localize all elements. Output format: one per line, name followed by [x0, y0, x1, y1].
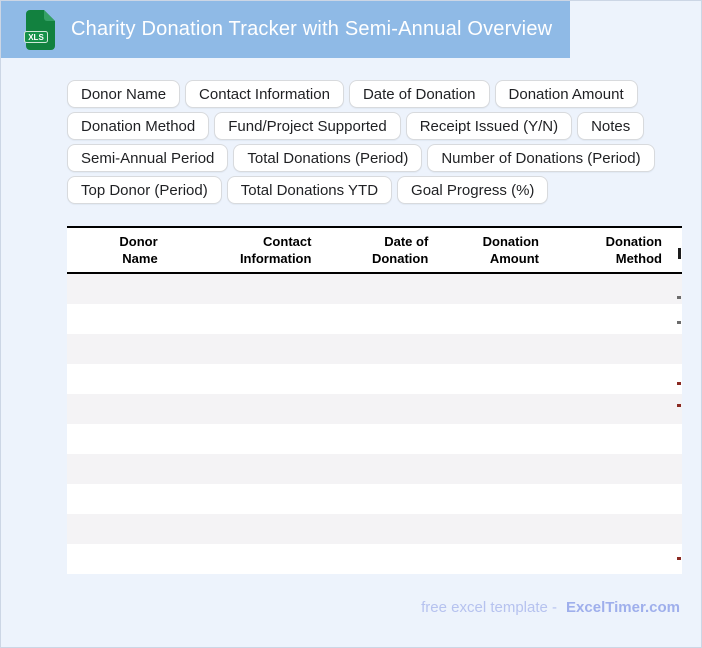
footer: free excel template - ExcelTimer.com	[421, 599, 680, 616]
header-line: Contact	[263, 234, 312, 249]
table-row	[67, 274, 682, 304]
field-chip-fund-project-supported[interactable]: Fund/Project Supported	[214, 112, 401, 140]
xls-icon-label: XLS	[28, 33, 44, 42]
cropped-cell-sliver	[677, 321, 681, 324]
table-row	[67, 484, 682, 514]
column-header-donation-amount: Donation Amount	[448, 233, 559, 267]
table-row	[67, 394, 682, 424]
table-row	[67, 364, 682, 394]
field-chip-semi-annual-period[interactable]: Semi-Annual Period	[67, 144, 229, 172]
table-row	[67, 454, 682, 484]
field-chip-donation-method[interactable]: Donation Method	[67, 112, 210, 140]
title-bar: XLS Charity Donation Tracker with Semi-A…	[1, 1, 570, 58]
header-line: Information	[239, 251, 312, 266]
chip-row-4: Top Donor (Period) Total Donations YTD G…	[67, 176, 667, 204]
field-chip-number-of-donations-period[interactable]: Number of Donations (Period)	[427, 144, 655, 172]
cropped-cell-sliver	[677, 382, 681, 385]
header-line: Donation	[605, 234, 662, 249]
field-chip-donor-name[interactable]: Donor Name	[67, 80, 181, 108]
field-chip-date-of-donation[interactable]: Date of Donation	[348, 80, 490, 108]
field-chip-top-donor-period[interactable]: Top Donor (Period)	[67, 176, 222, 204]
column-header-donor-name: Donor Name	[67, 233, 178, 267]
table-header-row: Donor Name Contact Information Date of D…	[67, 226, 682, 274]
header-line: Amount	[489, 251, 539, 266]
cropped-cell-sliver	[677, 404, 681, 407]
table-row	[67, 334, 682, 364]
field-chip-goal-progress[interactable]: Goal Progress (%)	[397, 176, 549, 204]
column-header-date-of-donation: Date of Donation	[331, 233, 448, 267]
field-chips: Donor Name Contact Information Date of D…	[67, 80, 667, 208]
cropped-column-sliver	[678, 248, 681, 259]
field-chip-total-donations-period[interactable]: Total Donations (Period)	[233, 144, 423, 172]
header-line: Donation	[371, 251, 429, 266]
header-line: Donor	[119, 234, 158, 249]
cropped-cell-sliver	[677, 557, 681, 560]
column-header-contact-information: Contact Information	[178, 233, 332, 267]
table-row	[67, 544, 682, 574]
header-line: Donation	[482, 234, 539, 249]
chip-row-1: Donor Name Contact Information Date of D…	[67, 80, 667, 108]
table-row	[67, 304, 682, 334]
header-line: Name	[122, 251, 158, 266]
field-chip-donation-amount[interactable]: Donation Amount	[494, 80, 638, 108]
column-header-donation-method: Donation Method	[559, 233, 682, 267]
footer-label: free excel template -	[421, 599, 558, 616]
cropped-cell-sliver	[677, 296, 681, 299]
page-title: Charity Donation Tracker with Semi-Annua…	[71, 18, 553, 40]
field-chip-contact-information[interactable]: Contact Information	[185, 80, 344, 108]
xls-file-icon: XLS	[24, 9, 55, 50]
field-chip-notes[interactable]: Notes	[577, 112, 645, 140]
table-row	[67, 424, 682, 454]
footer-brand-link[interactable]: ExcelTimer.com	[566, 599, 680, 616]
field-chip-total-donations-ytd[interactable]: Total Donations YTD	[226, 176, 393, 204]
header-line: Date of	[384, 234, 429, 249]
table-body	[67, 274, 682, 574]
header-line: Method	[615, 251, 662, 266]
chip-row-2: Donation Method Fund/Project Supported R…	[67, 112, 667, 140]
field-chip-receipt-issued[interactable]: Receipt Issued (Y/N)	[405, 112, 573, 140]
table-row	[67, 514, 682, 544]
preview-table: Donor Name Contact Information Date of D…	[67, 226, 682, 574]
chip-row-3: Semi-Annual Period Total Donations (Peri…	[67, 144, 667, 172]
